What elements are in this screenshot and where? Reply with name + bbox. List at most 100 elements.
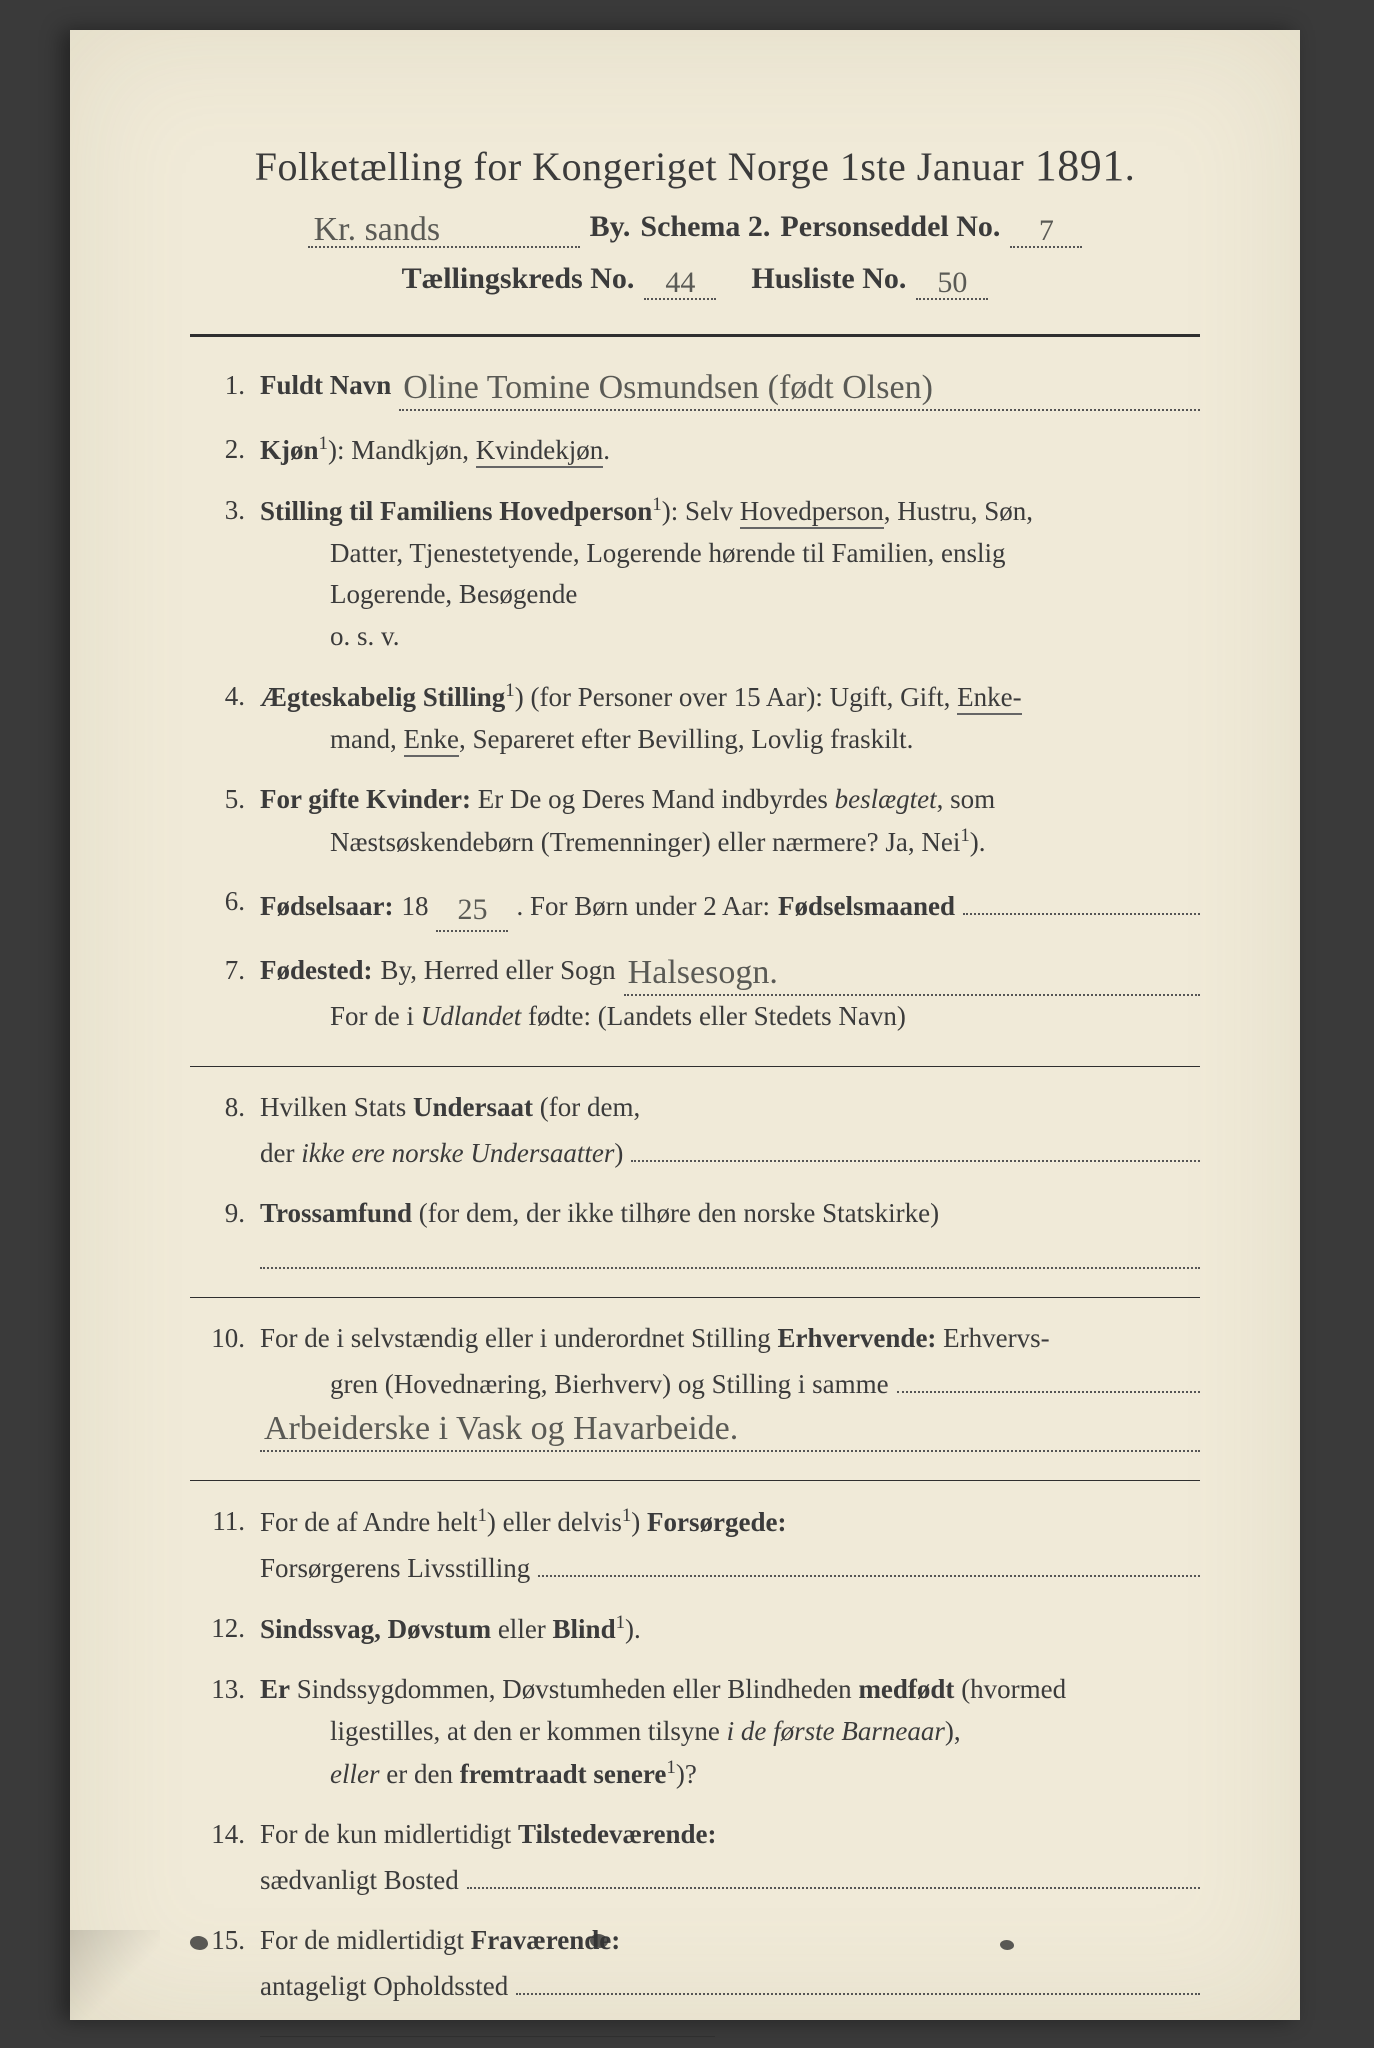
q8-l2: der (260, 1138, 301, 1168)
q3-label: Stilling til Familiens Hovedperson (260, 496, 652, 526)
q13: Er Sindssygdommen, Døvstumheden eller Bl… (190, 1669, 1200, 1796)
ink-smudge-1 (190, 1936, 208, 1950)
q12-sup: 1 (616, 1612, 625, 1633)
title-text: Folketælling for Kongeriget Norge 1ste J… (255, 144, 1024, 189)
q13-line3: eller er den fremtraadt senere1)? (260, 1753, 1200, 1796)
subheader-line-1: Kr. sands By. Schema 2. Personseddel No.… (190, 209, 1200, 248)
q3-l1b: , Hustru, Søn, (884, 496, 1033, 526)
q13-l3a: eller (330, 1759, 379, 1789)
personseddel-label: Personseddel No. (780, 210, 1000, 244)
q7-text: By, Herred eller Sogn (380, 950, 615, 992)
city-hand: Kr. sands (314, 213, 441, 247)
q14-bold: Tilstedeværende: (518, 1819, 717, 1849)
divider-mid-3 (190, 1480, 1200, 1481)
q7-line2: For de i Udlandet fødte: (Landets eller … (260, 996, 1200, 1038)
q5: For gifte Kvinder: Er De og Deres Mand i… (190, 779, 1200, 864)
q12: Sindssvag, Døvstum eller Blind1). (190, 1608, 1200, 1651)
q13-line2: ligestilles, at den er kommen tilsyne i … (260, 1711, 1200, 1753)
q7-l2b: fødte: (Landets eller Stedets Navn) (521, 1001, 906, 1031)
q5-t2: Næstsøskendebørn (Tremenninger) eller næ… (330, 827, 960, 857)
q11-t1: For de af Andre helt (260, 1507, 477, 1537)
q5-t1b: , som (937, 784, 996, 814)
q11-l2: Forsørgerens Livsstilling (260, 1548, 530, 1590)
subheader-line-2: Tællingskreds No. 44 Husliste No. 50 (190, 262, 1200, 300)
q2-tail: . (603, 435, 610, 465)
q11-field (538, 1544, 1200, 1578)
q13-b2: medfødt (858, 1674, 954, 1704)
q2: Kjøn1): Mandkjøn, Kvindekjøn. (190, 429, 1200, 472)
q10-t1: For de i selvstændig eller i underordnet… (260, 1323, 777, 1353)
q5-t1: Er De og Deres Mand indbyrdes (478, 784, 835, 814)
questions-list-3: For de i selvstændig eller i underordnet… (190, 1318, 1200, 1452)
q5-tail: ). (970, 827, 986, 857)
by-label: By. (590, 210, 631, 244)
q10-t2: Erhvervs- (936, 1323, 1049, 1353)
q6-prefix: 18 (401, 886, 428, 928)
q4-l2b: , Separeret efter Bevilling, Lovlig fras… (459, 724, 913, 754)
questions-list-4: For de af Andre helt1) eller delvis1) Fo… (190, 1501, 1200, 2009)
q12-b2: Blind (553, 1614, 616, 1644)
divider-footnote (260, 2036, 715, 2037)
q4-u1: Enke- (957, 682, 1021, 715)
q8-t2: (for dem, (533, 1092, 640, 1122)
q6-label: Fødselsaar: (260, 886, 393, 928)
q1-label: Fuldt Navn (260, 365, 391, 407)
husliste-label: Husliste No. (751, 262, 906, 296)
q4-sup: 1 (505, 680, 514, 701)
q8-field (631, 1129, 1200, 1163)
q10-l2: gren (Hovednæring, Bierhverv) og Stillin… (260, 1364, 889, 1406)
personseddel-no: 7 (1010, 210, 1082, 248)
q15-l2: antageligt Opholdssted (260, 1966, 508, 2008)
q1: Fuldt Navn Oline Tomine Osmundsen (født … (190, 365, 1200, 411)
q13-tail: )? (676, 1759, 697, 1789)
q5-line2: Næstsøskendebørn (Tremenninger) eller næ… (260, 821, 1200, 864)
q9-bold: Trossamfund (260, 1198, 412, 1228)
q8-tail: ) (614, 1138, 623, 1168)
q13-t1: Sindssygdommen, Døvstumheden eller Blind… (290, 1674, 858, 1704)
q6-bold2: Fødselsmaaned (778, 886, 955, 928)
q12-mid: eller (491, 1614, 552, 1644)
q11-t2: ) eller delvis (487, 1507, 622, 1537)
q6: Fødselsaar: 1825. For Børn under 2 Aar: … (190, 881, 1200, 932)
q6-year-field: 25 (436, 886, 508, 932)
q13-l2b: ), (945, 1716, 961, 1746)
divider-mid-2 (190, 1297, 1200, 1298)
ink-smudge-2 (590, 1934, 608, 1948)
schema-label: Schema 2. (640, 210, 770, 244)
kreds-hand: 44 (665, 268, 695, 298)
husliste-no: 50 (916, 262, 988, 300)
q3-underlined: Hovedperson (740, 496, 884, 529)
q4-u2: Enke (404, 724, 459, 757)
q2-label: Kjøn (260, 435, 319, 465)
paper-corner-fold (70, 1930, 160, 2020)
q2-sup: 1 (319, 433, 328, 454)
q6-year-hand: 25 (457, 895, 487, 925)
q11-sup1: 1 (477, 1505, 486, 1526)
questions-list: Fuldt Navn Oline Tomine Osmundsen (født … (190, 365, 1200, 1038)
q8: Hvilken Stats Undersaat (for dem, der ik… (190, 1087, 1200, 1175)
q14-l2: sædvanligt Bosted (260, 1860, 459, 1902)
q6-month-field (963, 881, 1200, 915)
q2-underlined: Kvindekjøn (476, 435, 604, 468)
q2-opts: Mandkjøn, (351, 435, 476, 465)
q11-sup2: 1 (622, 1505, 631, 1526)
q11-t3: ) (631, 1507, 647, 1537)
q5-label: For gifte Kvinder: (260, 784, 471, 814)
q7-place-hand: Halsesogn. (628, 956, 778, 990)
q7-l2a: For de i (330, 1001, 421, 1031)
q3-l3: Logerende, Besøgende (260, 574, 1200, 616)
q14-field (467, 1855, 1200, 1889)
q11-bold: Forsørgede: (647, 1507, 786, 1537)
q3-sup: 1 (652, 494, 661, 515)
q15-text: For de midlertidigt (260, 1925, 471, 1955)
q13-t2: (hvormed (954, 1674, 1066, 1704)
q13-b3: fremtraadt senere (460, 1759, 667, 1789)
kreds-label: Tællingskreds No. (402, 262, 635, 296)
title-dot: . (1125, 144, 1136, 189)
city-field: Kr. sands (308, 209, 580, 248)
q3-l2: Datter, Tjenestetyende, Logerende hørend… (260, 533, 1200, 575)
q4-label: Ægteskabelig Stilling (260, 682, 505, 712)
form-title: Folketælling for Kongeriget Norge 1ste J… (190, 140, 1200, 191)
q11: For de af Andre helt1) eller delvis1) Fo… (190, 1501, 1200, 1590)
q9-field (260, 1235, 1200, 1269)
